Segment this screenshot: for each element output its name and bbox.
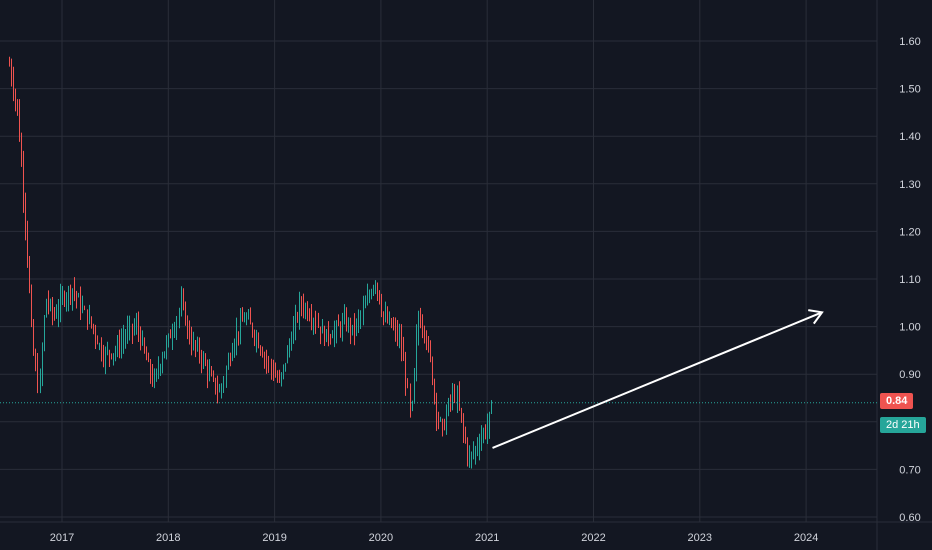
y-tick-label: 1.40 [899, 131, 920, 143]
x-tick-label: 2024 [794, 532, 818, 544]
x-tick-label: 2022 [581, 532, 605, 544]
y-tick-label: 1.60 [899, 36, 920, 48]
y-tick-label: 0.70 [899, 464, 920, 476]
bar-countdown-tag: 2d 21h [880, 417, 926, 433]
y-tick-label: 1.10 [899, 274, 920, 286]
last-price-tag: 0.84 [880, 393, 913, 409]
x-tick-label: 2021 [475, 532, 499, 544]
y-tick-label: 1.50 [899, 84, 920, 96]
y-tick-label: 0.90 [899, 369, 920, 381]
trend-arrow [493, 312, 823, 448]
x-tick-label: 2017 [50, 532, 74, 544]
x-tick-label: 2019 [262, 532, 286, 544]
y-tick-label: 1.30 [899, 179, 920, 191]
x-tick-label: 2020 [369, 532, 393, 544]
y-tick-label: 1.00 [899, 322, 920, 334]
y-tick-label: 1.20 [899, 226, 920, 238]
x-tick-label: 2023 [688, 532, 712, 544]
x-tick-label: 2018 [156, 532, 180, 544]
